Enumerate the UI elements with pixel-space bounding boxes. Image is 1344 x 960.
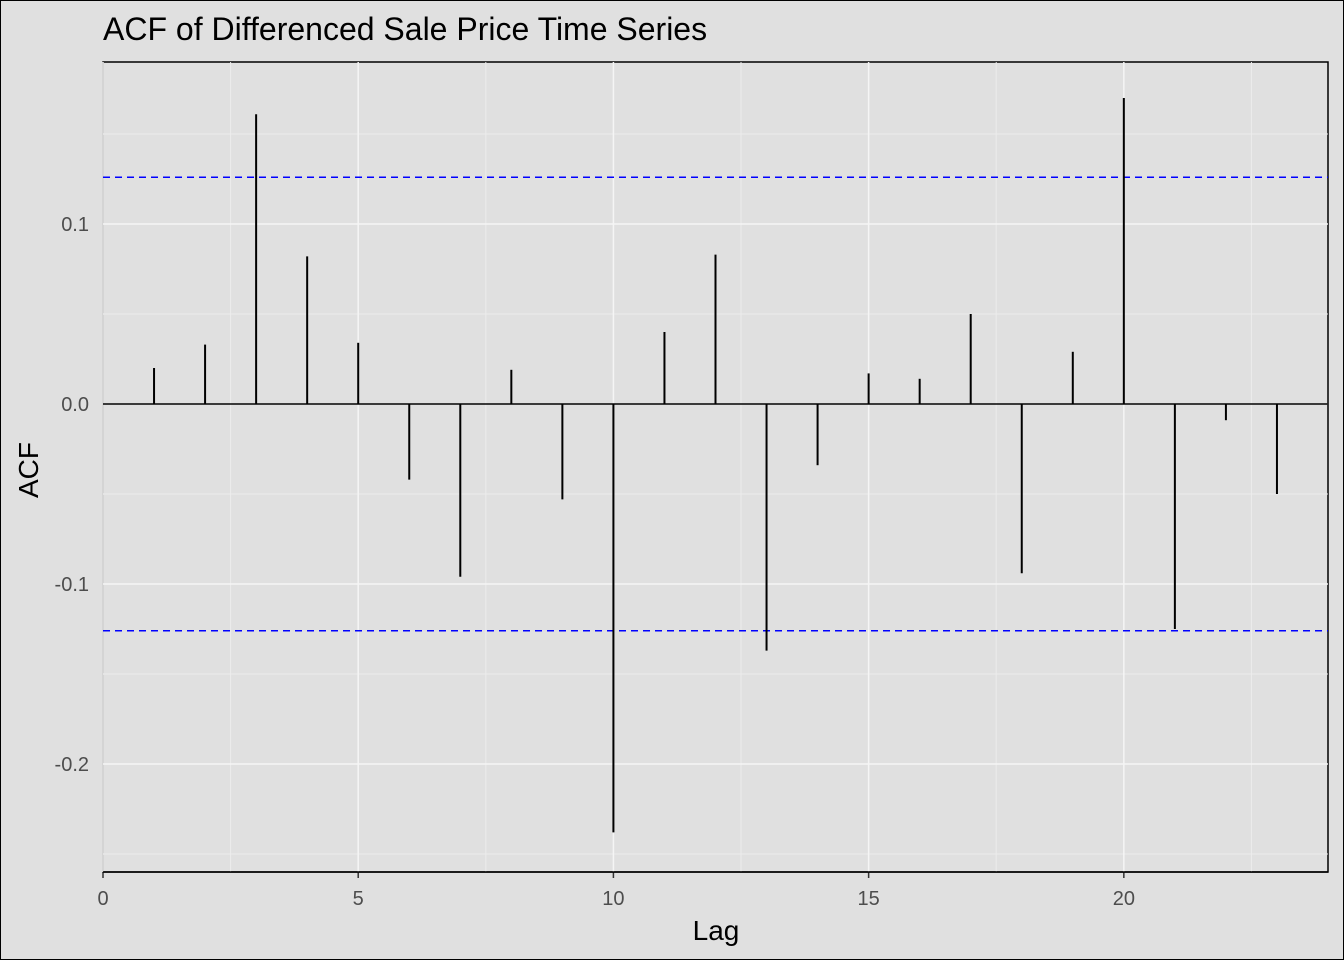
y-axis-ticks: -0.2 -0.1 0.0 0.1: [55, 214, 89, 776]
acf-bars: [153, 98, 1278, 833]
x-tick-label: 20: [1113, 888, 1135, 910]
x-tick-label: 0: [97, 888, 108, 910]
x-axis-title: Lag: [693, 915, 740, 946]
y-tick-label: -0.1: [55, 574, 89, 596]
x-tick-label: 10: [602, 888, 624, 910]
x-tick-label: 15: [858, 888, 880, 910]
y-axis-title: ACF: [13, 442, 44, 498]
y-tick-label: 0.1: [61, 214, 89, 236]
y-tick-label: -0.2: [55, 754, 89, 776]
y-tick-label: 0.0: [61, 394, 89, 416]
x-tick-label: 5: [353, 888, 364, 910]
plot-panel: [102, 61, 1329, 873]
chart-title: ACF of Differenced Sale Price Time Serie…: [103, 11, 707, 47]
x-axis-ticks: 0 5 10 15 20: [97, 872, 1135, 910]
